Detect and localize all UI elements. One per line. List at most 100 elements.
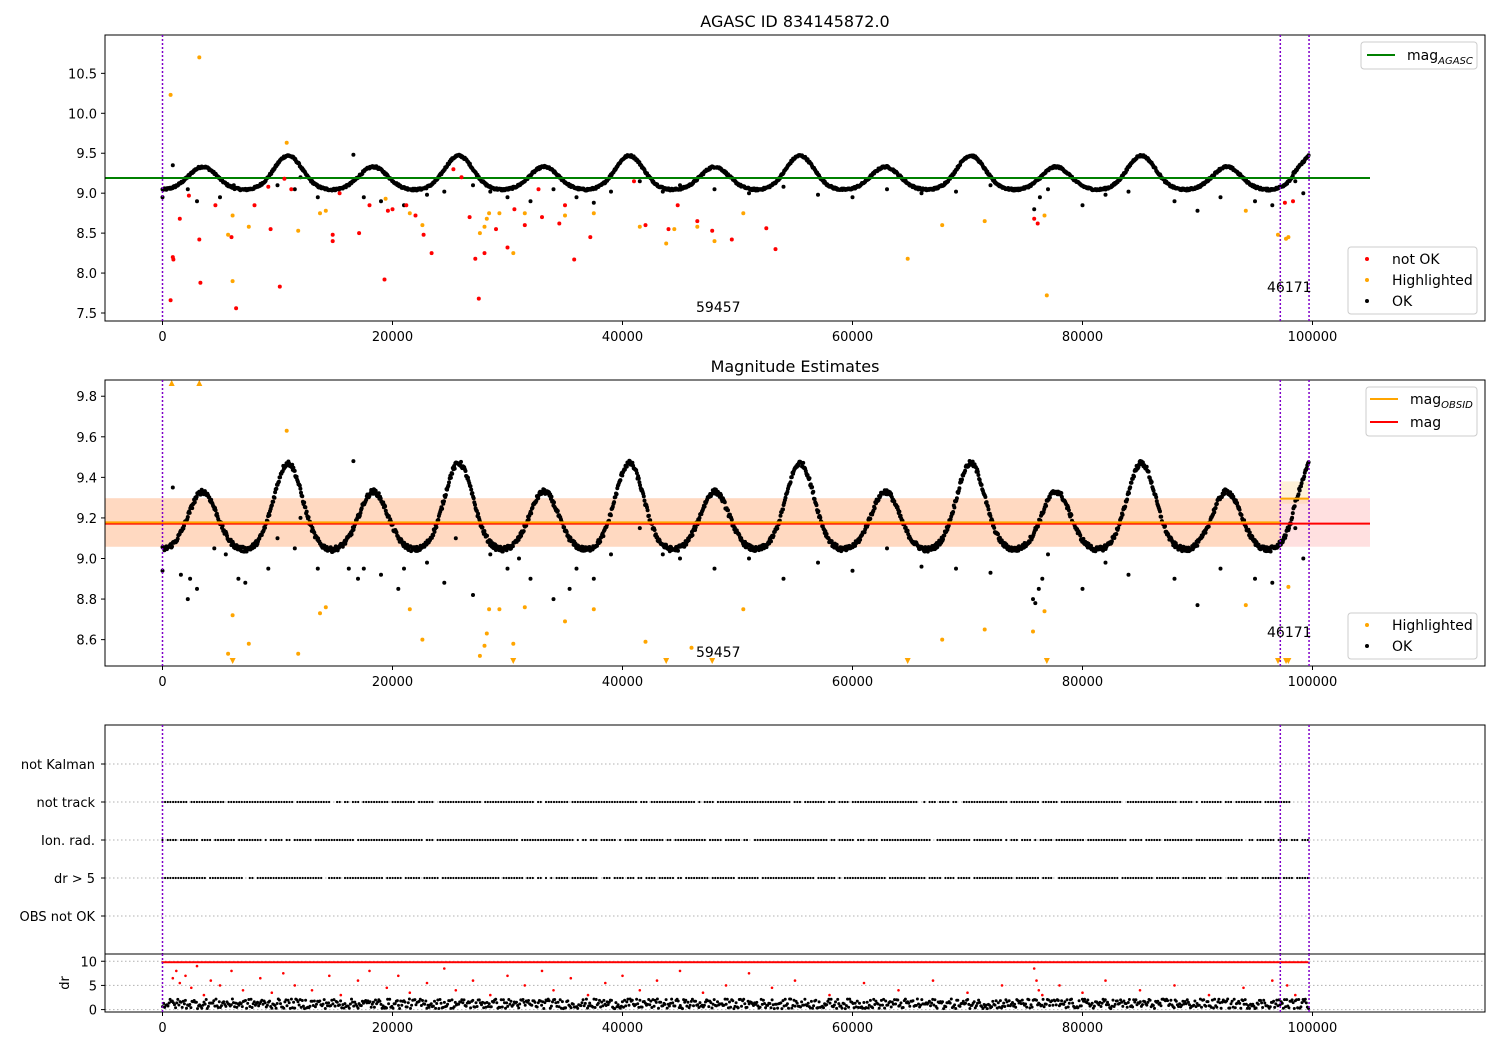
p3-flag-2-point-223 xyxy=(833,876,836,880)
p1-notok-point-42 xyxy=(572,257,577,262)
p3-flag-0-point-119 xyxy=(510,800,513,804)
p1-highlighted-point-1 xyxy=(197,55,202,60)
p3-flag-2-point-136 xyxy=(566,876,569,880)
p3-flag-0-point-195 xyxy=(732,800,735,804)
p2-ok-point-25 xyxy=(442,580,447,585)
p3-flag-0-point-280 xyxy=(989,800,992,804)
p2-ok-point-45 xyxy=(885,546,889,551)
p3-flag-2-point-37 xyxy=(269,876,272,880)
p3-flag-0-point-41 xyxy=(275,800,278,804)
p3-flag-1-point-325 xyxy=(1137,838,1140,842)
p1-ok-point-5 xyxy=(231,183,236,188)
p3-flag-0-point-9 xyxy=(185,800,188,804)
p3-flag-1-point-65 xyxy=(362,838,365,842)
p3-flag-0-point-40 xyxy=(272,800,275,804)
p3-flag-0-point-129 xyxy=(539,800,542,804)
p3-flag-1-point-133 xyxy=(550,838,553,842)
p2-ok-curve-point-1034 xyxy=(814,503,819,508)
p3-flag-2-point-3 xyxy=(169,876,172,880)
p2-ok-curve-point-1252 xyxy=(952,505,957,510)
p1-ok-point-50 xyxy=(1301,191,1306,196)
p1-overlay: 0 20000 40000 60000 80000 1000007.58.08.59.09… xyxy=(68,34,1486,345)
p3-flag-1-point-131 xyxy=(544,838,548,842)
p2-ok-curve-point-1165 xyxy=(897,509,902,514)
p2-ok-curve-point-219 xyxy=(299,490,303,495)
p3-flag-0-point-34 xyxy=(256,800,259,804)
p3-flag-0-point-132 xyxy=(550,800,553,804)
p2-highlighted-point-3 xyxy=(284,428,289,433)
p1-highlighted-point-32 xyxy=(1044,293,1049,298)
p3-flag-2-point-198 xyxy=(764,876,767,880)
p3-flag-1-point-342 xyxy=(1187,838,1190,842)
p3-flag-1-point-299 xyxy=(1063,838,1066,842)
p1-legend-upper-box xyxy=(1360,41,1478,70)
p3-flag-1-point-182 xyxy=(703,838,706,842)
p3-flag-2-point-61 xyxy=(338,876,341,880)
p3-flag-2-point-178 xyxy=(703,876,706,880)
p2-ok-point-57 xyxy=(1172,576,1177,581)
p2-ok-curve-point-458 xyxy=(450,471,455,476)
p3-flag-1-point-0 xyxy=(161,838,164,842)
p2-ok-curve-point-34 xyxy=(182,523,186,528)
p3-flag-1-point-35 xyxy=(272,838,275,842)
p3-flag-0-point-128 xyxy=(537,800,540,804)
p3-flag-1-point-114 xyxy=(497,838,500,842)
p3-flag-1-point-195 xyxy=(745,838,749,842)
p3-flag-2-point-144 xyxy=(589,876,593,880)
p2-ok-curve-point-452 xyxy=(446,483,451,488)
p1-notok-point-29 xyxy=(459,175,464,180)
p2-ok-curve-point-1403 xyxy=(1047,495,1052,500)
p2-highlighted-point-1 xyxy=(230,613,235,618)
p3-flag-1-point-204 xyxy=(775,838,778,842)
p2-ok-curve-point-1679 xyxy=(1222,491,1227,496)
p3-flag-1-point-367 xyxy=(1264,838,1267,842)
p3-flag-1-point-164 xyxy=(650,838,653,842)
p3-flag-2-point-206 xyxy=(785,876,788,880)
p2-highlighted-offscale-triangle-3 xyxy=(510,657,517,664)
p3-flag-0-point-164 xyxy=(640,800,643,804)
p2-ok-curve-point-487 xyxy=(468,484,473,489)
p3-flag-0-point-193 xyxy=(727,800,730,804)
p1-ok-point-40 xyxy=(1046,187,1050,192)
p1-ok-point-46 xyxy=(1218,195,1223,200)
p2-ok-curve-point-43 xyxy=(187,510,192,515)
p3-flag-2-point-197 xyxy=(761,876,765,880)
p2-ok-curve-point-231 xyxy=(306,515,311,520)
p2-ok-curve-point-1315 xyxy=(992,525,997,530)
p3-flag-2-point-239 xyxy=(880,876,884,880)
p2-ok-curve-point-753 xyxy=(636,476,641,481)
p3-flag-2-point-154 xyxy=(626,876,630,880)
p2-ok-curve-point-731 xyxy=(622,467,627,472)
p3-flag-2-point-93 xyxy=(433,876,436,880)
p3-flag-0-point-126 xyxy=(529,800,532,804)
p2-ok-curve-point-492 xyxy=(471,496,476,501)
p3-flag-2-point-247 xyxy=(904,876,907,880)
p2-xtick-label-2: 40000 xyxy=(602,675,643,690)
p2-ok-curve-point-1511 xyxy=(1116,526,1121,530)
p3-flag-1-point-251 xyxy=(912,838,915,842)
p3-flag-1-point-349 xyxy=(1208,838,1211,842)
p3-flag-0-point-83 xyxy=(404,800,407,804)
p3-flag-1-point-304 xyxy=(1076,838,1079,842)
p3-flag-0-point-149 xyxy=(597,800,601,804)
p2-ok-curve-point-1292 xyxy=(977,477,982,482)
p2-ytick-label-6: 9.8 xyxy=(76,390,97,405)
p1-highlighted-point-36 xyxy=(1286,235,1291,240)
p1-ok-point-19 xyxy=(488,189,493,194)
p3-flag-2-point-196 xyxy=(756,876,759,880)
p2-ok-curve-point-1397 xyxy=(1044,503,1049,508)
p3-flag-2-point-58 xyxy=(330,876,333,880)
p3-flag-0-point-371 xyxy=(1256,800,1259,804)
p3-flag-0-point-181 xyxy=(687,800,691,804)
p2-highlighted-offscale-triangle-5 xyxy=(709,657,716,664)
p2-legend-mag-obsid-label: magOBSID xyxy=(1410,392,1473,411)
p3-flag-1-point-14 xyxy=(206,838,209,842)
p3-flag-0-point-131 xyxy=(547,800,550,804)
p3-flag-1-point-293 xyxy=(1044,838,1047,842)
p3-flag-0-point-236 xyxy=(854,800,857,804)
p3-flag-0-point-60 xyxy=(328,800,331,804)
p3-flag-2-point-132 xyxy=(555,876,558,880)
p3-flag-2-point-158 xyxy=(640,876,643,880)
p3-flag-2-point-148 xyxy=(605,876,609,880)
p3-flag-0-point-253 xyxy=(899,800,902,804)
